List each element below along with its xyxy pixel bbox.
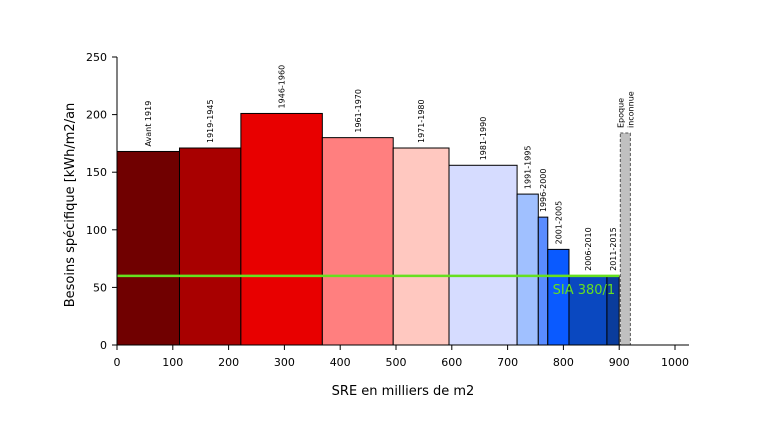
x-tick-label-4: 400 (330, 356, 351, 369)
y-tick-label-4: 200 (86, 109, 107, 122)
bar-11 (619, 132, 631, 346)
bar-2 (240, 112, 323, 346)
x-tick-label-2: 200 (218, 356, 239, 369)
bar-label-3: 1961-1970 (354, 89, 363, 133)
reference-line-group: SIA 380/1 (117, 274, 620, 298)
bar-label-8: 2001-2005 (554, 201, 563, 245)
x-tick-label-5: 500 (386, 356, 407, 369)
bar-0 (116, 150, 180, 346)
x-axis-label: SRE en milliers de m2 (332, 384, 475, 399)
y-tick-label-3: 150 (86, 166, 107, 179)
x-tick-label-1: 100 (162, 356, 183, 369)
bar-label-5: 1981-1990 (479, 117, 488, 161)
bar-label-6: 1991-1995 (524, 145, 533, 189)
y-tick-label-2: 100 (86, 224, 107, 237)
bar-label-11-0: Epoque (616, 98, 625, 128)
bar-label-9: 2006-2010 (584, 227, 593, 271)
bar-label-1: 1919-1945 (206, 99, 215, 143)
x-tick-label-3: 300 (274, 356, 295, 369)
y-tick-label-5: 250 (86, 51, 107, 64)
x-tick-label-0: 0 (114, 356, 121, 369)
bar-1 (178, 147, 242, 346)
x-tick-label-8: 800 (553, 356, 574, 369)
bar-label-10: 2011-2015 (609, 227, 618, 271)
bar-label-2: 1946-1960 (278, 65, 287, 109)
bar-label-4: 1971-1980 (417, 99, 426, 143)
bar-label-0: Avant 1919 (144, 101, 153, 147)
bars-group (116, 112, 631, 346)
x-tick-label-10: 1000 (661, 356, 689, 369)
bar-label-7: 1996-2000 (539, 169, 548, 213)
bar-3 (321, 137, 394, 346)
bar-labels-group: Avant 1919 1919-1945 1946-1960 1961-1970 197… (144, 65, 635, 271)
x-tick-label-6: 600 (441, 356, 462, 369)
bar-label-11-1: inconnue (626, 91, 635, 128)
axes-group: 0 100 200 300 400 500 600 700 800 900 1000 0 50 100 15… (86, 51, 689, 369)
x-tick-label-9: 900 (609, 356, 630, 369)
bar-6 (516, 193, 539, 346)
bar-5 (448, 164, 518, 346)
x-tick-label-7: 700 (497, 356, 518, 369)
bar-9 (568, 275, 608, 346)
y-tick-label-1: 50 (93, 281, 107, 294)
y-axis-label: Besoins spécifique [kWh/m2/an (63, 103, 78, 308)
reference-line-label: SIA 380/1 (553, 283, 616, 298)
y-tick-label-0: 0 (100, 339, 107, 352)
bar-7 (537, 216, 549, 346)
bar-4 (392, 147, 450, 346)
